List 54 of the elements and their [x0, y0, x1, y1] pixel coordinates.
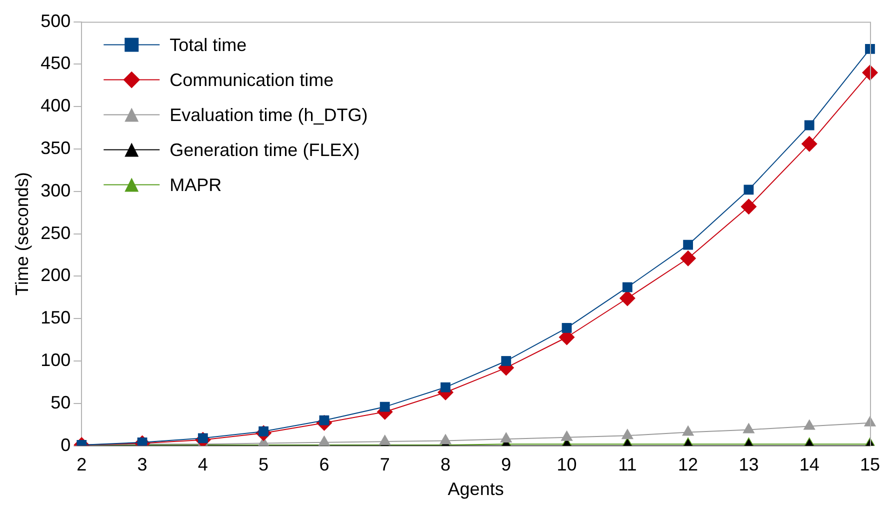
point	[804, 120, 814, 130]
y-tick-label: 0	[60, 434, 71, 455]
y-axis-title: Time (seconds)	[12, 172, 32, 296]
y-tick-label: 450	[40, 53, 71, 74]
x-tick-label: 12	[678, 454, 698, 475]
point	[440, 382, 450, 392]
point	[619, 290, 636, 306]
x-tick-label: 9	[501, 454, 512, 475]
x-tick-label: 4	[198, 454, 208, 475]
x-tick-label: 11	[618, 454, 637, 475]
y-tick-label: 300	[40, 180, 71, 200]
legend-label: Total time	[170, 34, 247, 55]
point	[562, 322, 572, 333]
point	[500, 432, 512, 443]
x-tick-label: 2	[76, 454, 87, 475]
point	[501, 356, 512, 366]
legend-label: Generation time (FLEX)	[170, 140, 360, 160]
point	[378, 434, 391, 446]
point	[621, 428, 634, 440]
point	[622, 282, 632, 292]
point	[803, 419, 816, 430]
x-tick-label: 6	[319, 454, 330, 475]
legend-label: Evaluation time (h_DTG)	[170, 104, 368, 125]
x-tick-label: 5	[258, 454, 269, 475]
y-tick-label: 400	[40, 96, 71, 116]
point	[682, 425, 694, 436]
point	[439, 434, 452, 444]
x-axis-title: Agents	[448, 479, 504, 500]
x-tick-label: 7	[380, 454, 390, 475]
point	[865, 44, 875, 54]
y-tick-label: 350	[40, 138, 71, 158]
point	[380, 402, 390, 412]
point	[560, 430, 573, 441]
legend-label: Communication time	[170, 70, 334, 90]
point	[740, 198, 757, 215]
x-tick-label: 8	[440, 454, 450, 475]
y-tick-label: 500	[40, 10, 71, 31]
point	[683, 240, 694, 250]
point	[318, 435, 330, 446]
x-tick-label: 10	[556, 454, 577, 475]
y-tick-label: 250	[40, 222, 71, 243]
point	[801, 136, 818, 152]
y-tick-label: 50	[50, 392, 71, 412]
y-tick-label: 200	[40, 265, 71, 286]
point	[742, 422, 755, 434]
point	[744, 184, 754, 195]
x-tick-label: 3	[137, 454, 148, 475]
x-tick-label: 15	[860, 454, 880, 475]
y-tick-label: 150	[40, 308, 71, 328]
point	[680, 250, 696, 266]
y-tick-label: 100	[40, 350, 71, 370]
x-tick-label: 14	[799, 454, 820, 475]
x-tick-label: 13	[738, 454, 759, 475]
legend-label: MAPR	[170, 174, 222, 195]
